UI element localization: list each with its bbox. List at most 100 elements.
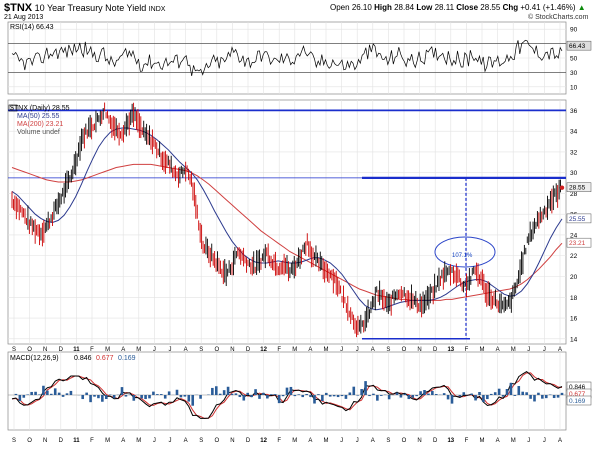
y-tick-label: 28 xyxy=(570,191,578,198)
macd-histogram-bar xyxy=(470,393,473,395)
macd-histogram-bar xyxy=(293,395,297,397)
x-tick-label-top: F xyxy=(465,347,469,353)
macd-histogram-bar xyxy=(462,392,466,395)
x-tick-label-top: M xyxy=(292,347,297,353)
high-value: 28.84 xyxy=(394,3,415,12)
x-tick-label-bottom: D xyxy=(59,438,64,444)
macd-histogram-bar xyxy=(517,386,521,395)
macd-histogram-bar xyxy=(501,395,505,397)
x-tick-label-bottom: J xyxy=(153,438,156,444)
x-tick-label-top: J xyxy=(356,347,359,353)
close-badge-box xyxy=(566,182,592,192)
macd-histogram-bar xyxy=(446,395,450,400)
macd-histogram-bar xyxy=(262,392,265,395)
exchange: INDX xyxy=(148,6,166,13)
macd-histogram-bar xyxy=(442,393,446,395)
macd-histogram-bar xyxy=(132,395,136,401)
macd-histogram-bar xyxy=(317,394,320,395)
low-label: Low xyxy=(416,3,433,12)
macd-histogram-bar xyxy=(266,395,269,399)
panel-frame-price xyxy=(7,99,567,345)
macd-histogram-bar xyxy=(199,395,202,399)
macd-histogram-bar xyxy=(57,392,61,395)
x-tick-label-top: A xyxy=(184,347,188,353)
macd-histogram-bar xyxy=(489,393,493,395)
macd-histogram-bar xyxy=(364,381,367,395)
macd-histogram-bar xyxy=(222,390,226,395)
ma200-line xyxy=(11,163,563,301)
x-tick-label-bottom: O xyxy=(402,438,407,444)
macd-histogram-bar xyxy=(152,391,155,395)
rsi-tick-label: 90 xyxy=(570,27,578,34)
x-tick-label-top: M xyxy=(105,347,110,353)
x-tick-label-bottom: M xyxy=(511,438,516,444)
macd-histogram-bar xyxy=(509,382,513,395)
macd-histogram-bar xyxy=(395,392,399,395)
x-tick-label-top: O xyxy=(402,347,407,353)
macd-histogram-bar xyxy=(183,395,187,397)
macd-histogram-bar xyxy=(49,393,53,395)
x-tick-label-bottom: D xyxy=(246,438,251,444)
macd-histogram-bar xyxy=(356,395,360,396)
x-tick-label-top: N xyxy=(43,347,47,353)
macd-histogram-bar xyxy=(336,395,340,398)
x-tick-label-bottom: O xyxy=(214,438,219,444)
x-tick-label-bottom: J xyxy=(169,438,172,444)
high-label: High xyxy=(374,3,392,12)
macd-histogram-bar xyxy=(277,395,281,404)
x-tick-label-top: 11 xyxy=(73,347,80,353)
macd-histogram-bar xyxy=(285,387,289,395)
macd-histogram-bar xyxy=(93,395,96,397)
macd-histogram-bar xyxy=(529,395,532,399)
x-tick-label-top: M xyxy=(136,347,141,353)
macd-histogram-bar xyxy=(42,385,45,395)
x-tick-label-bottom: M xyxy=(324,438,329,444)
hist-badge: 0.169 xyxy=(569,398,586,405)
macd-histogram-bar xyxy=(120,387,124,395)
macd-histogram-bar xyxy=(273,394,277,395)
macd-value: 0.846 xyxy=(74,355,92,362)
rsi-tick-label: 50 xyxy=(570,56,578,63)
macd-histogram-bar xyxy=(254,389,257,395)
x-tick-label-bottom: S xyxy=(12,438,16,444)
x-tick-label-bottom: F xyxy=(465,438,469,444)
macd-histogram-bar xyxy=(560,392,564,395)
chart-title: $TNX 10 Year Treasury Note Yield INDX xyxy=(4,2,165,14)
macd-histogram-bar xyxy=(552,395,556,399)
macd-histogram-bar xyxy=(434,394,438,395)
x-tick-label-top: D xyxy=(246,347,251,353)
macd-histogram-bar xyxy=(191,395,195,406)
x-tick-label-top: M xyxy=(480,347,485,353)
last-price-dot xyxy=(559,185,565,190)
macd-histogram-bar xyxy=(18,395,22,402)
macd-histogram-bar xyxy=(379,395,383,396)
macd-histogram-bar xyxy=(407,395,411,400)
macd-histogram-bar xyxy=(305,393,308,395)
x-tick-label-bottom: A xyxy=(308,438,312,444)
x-tick-label-top: A xyxy=(371,347,375,353)
x-tick-label-bottom: M xyxy=(105,438,110,444)
x-tick-label-bottom: S xyxy=(199,438,203,444)
macd-histogram-bar xyxy=(458,395,462,397)
macd-histogram-bar xyxy=(250,395,253,398)
x-tick-label-top: J xyxy=(169,347,172,353)
macd-histogram-bar xyxy=(148,395,151,399)
y-tick-label: 30 xyxy=(570,170,578,177)
x-tick-label-bottom: A xyxy=(496,438,500,444)
stockcharts-credit: © StockCharts.com xyxy=(528,14,589,21)
macd-histogram-bar xyxy=(89,395,92,403)
macd-histogram-bar xyxy=(85,392,88,395)
open-label: Open xyxy=(330,3,350,12)
macd-histogram-bar xyxy=(175,389,179,395)
macd-histogram-bar xyxy=(321,395,324,402)
macd-histogram-bar xyxy=(289,386,293,395)
x-tick-label-top: S xyxy=(386,347,390,353)
rsi-line xyxy=(11,39,563,77)
macd-histogram-bar xyxy=(387,395,391,400)
macd-histogram-bar xyxy=(340,395,344,397)
x-tick-label-bottom: M xyxy=(292,438,297,444)
x-tick-label-top: A xyxy=(121,347,125,353)
x-tick-label-bottom: A xyxy=(558,438,562,444)
legend-ma200: MA(200) 23.21 xyxy=(17,121,63,128)
